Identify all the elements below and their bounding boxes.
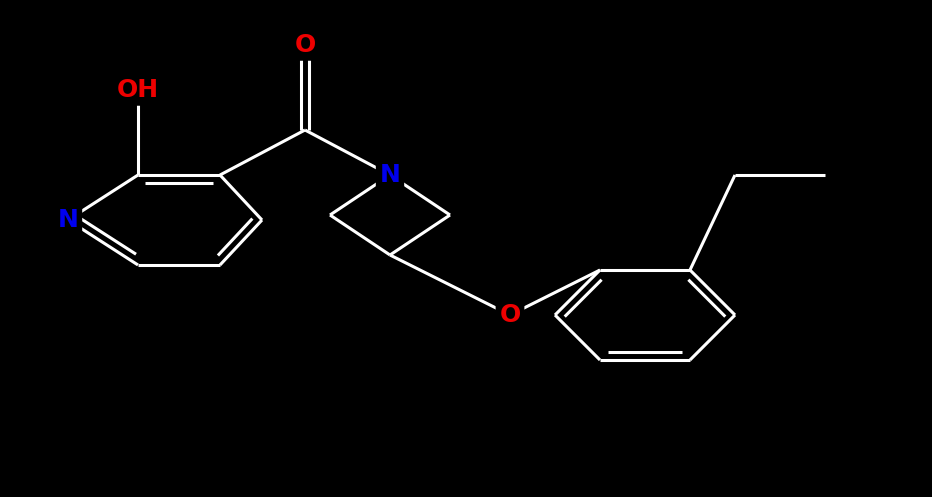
Text: O: O	[295, 33, 316, 57]
Text: N: N	[58, 208, 78, 232]
Text: OH: OH	[116, 78, 159, 102]
Text: N: N	[379, 163, 401, 187]
Text: O: O	[500, 303, 521, 327]
